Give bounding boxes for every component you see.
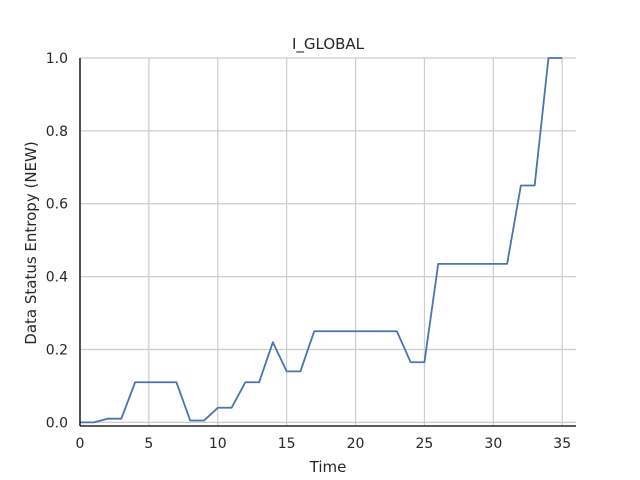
x-tick-labels: 0 5 10 15 20 25 30 35 xyxy=(76,436,572,452)
chart-title: I_GLOBAL xyxy=(292,35,365,54)
y-tick-labels: 0.0 0.2 0.4 0.6 0.8 1.0 xyxy=(46,51,68,431)
grid xyxy=(80,57,576,426)
x-tick-label: 15 xyxy=(278,436,296,452)
y-axis-label: Data Status Entropy (NEW) xyxy=(22,141,40,344)
y-tick-label: 0.6 xyxy=(46,197,68,213)
y-tick-label: 0.8 xyxy=(46,124,68,140)
y-tick-label: 1.0 xyxy=(46,51,68,67)
x-tick-label: 35 xyxy=(553,436,571,452)
x-tick-label: 25 xyxy=(416,436,434,452)
x-tick-label: 0 xyxy=(76,436,85,452)
y-tick-label: 0.4 xyxy=(46,270,68,286)
y-tick-label: 0.0 xyxy=(46,415,68,431)
axes-spines xyxy=(79,58,576,427)
y-tick-label: 0.2 xyxy=(46,342,68,358)
x-tick-label: 20 xyxy=(347,436,365,452)
x-axis-label: Time xyxy=(309,458,347,476)
series-layer xyxy=(80,57,563,424)
x-tick-label: 5 xyxy=(144,436,153,452)
x-tick-label: 30 xyxy=(484,436,502,452)
x-tick-label: 10 xyxy=(209,436,227,452)
series-line-0 xyxy=(80,57,563,424)
